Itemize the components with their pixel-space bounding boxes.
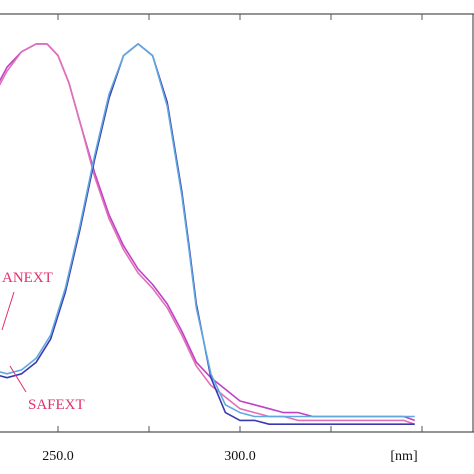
x-tick-label: 250.0 bbox=[42, 449, 74, 464]
annotation-label: SAFEXT bbox=[28, 397, 85, 413]
series-line bbox=[0, 43, 415, 425]
annotation-group: ANEXT SAFEXT bbox=[1, 270, 85, 413]
annotation-leader bbox=[1, 291, 15, 331]
series-line bbox=[0, 43, 415, 418]
series-line bbox=[0, 43, 415, 422]
series-line bbox=[0, 43, 415, 425]
series-group bbox=[0, 43, 415, 425]
x-tick-label: 300.0 bbox=[224, 449, 256, 464]
annotation-leader bbox=[9, 365, 27, 393]
annotation-label: ANEXT bbox=[2, 270, 53, 286]
x-unit-label: [nm] bbox=[390, 449, 417, 464]
plot-frame bbox=[0, 13, 474, 433]
tick-group: 250.0 300.0 bbox=[42, 14, 423, 464]
